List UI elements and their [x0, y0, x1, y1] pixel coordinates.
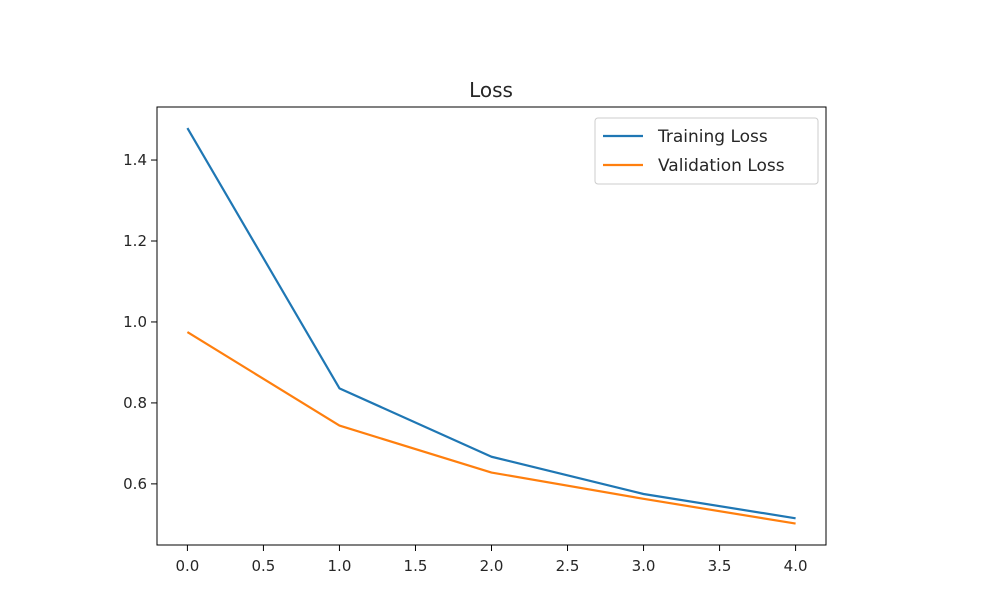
- legend-label: Validation Loss: [658, 156, 785, 176]
- series-line-validation: [186, 331, 796, 525]
- x-tick-label: 1.0: [328, 557, 352, 575]
- x-tick-label: 0.5: [252, 557, 276, 575]
- x-tick-label: 3.0: [632, 557, 656, 575]
- x-tick-label: 3.5: [708, 557, 732, 575]
- plot-frame: [156, 106, 827, 546]
- y-tick-label: 1.2: [123, 232, 147, 250]
- x-tick-label: 2.0: [480, 557, 504, 575]
- legend-label: Training Loss: [657, 127, 768, 147]
- chart-title: Loss: [469, 78, 513, 102]
- y-tick-label: 0.8: [123, 394, 147, 412]
- y-tick-label: 1.4: [123, 151, 147, 169]
- legend: Training Loss Validation Loss: [594, 117, 819, 185]
- x-tick-label: 1.5: [404, 557, 428, 575]
- y-tick-label: 1.0: [123, 313, 147, 331]
- series-line-training: [186, 127, 796, 520]
- x-tick-label: 4.0: [784, 557, 808, 575]
- x-tick-label: 0.0: [175, 557, 199, 575]
- x-tick-label: 2.5: [556, 557, 580, 575]
- y-tick-label: 0.6: [123, 475, 147, 493]
- legend-box: [594, 117, 819, 185]
